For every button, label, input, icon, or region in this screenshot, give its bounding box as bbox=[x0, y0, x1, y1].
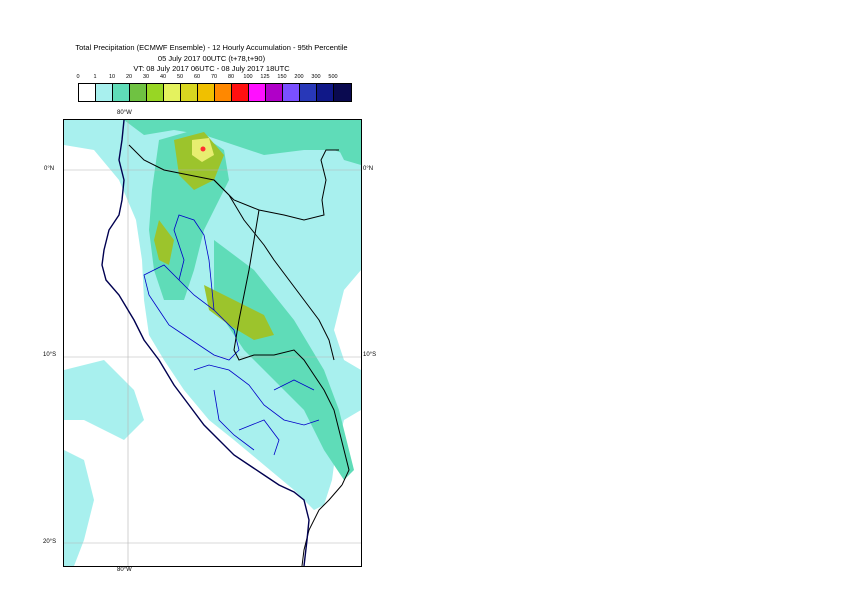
border-ecuador-colombia bbox=[128, 144, 339, 221]
longitude-label-top: 80°W bbox=[117, 110, 132, 116]
legend-swatch bbox=[79, 84, 96, 101]
latitude-label-10s-left: 10°S bbox=[43, 352, 57, 358]
legend-threshold-label: 30 bbox=[142, 74, 150, 80]
legend-swatch bbox=[215, 84, 232, 101]
legend-threshold-label: 100 bbox=[243, 74, 253, 80]
legend-threshold-label: 50 bbox=[176, 74, 184, 80]
border-peru-brazil bbox=[233, 209, 350, 486]
legend-swatch bbox=[317, 84, 334, 101]
precip-area-light-s bbox=[64, 450, 94, 566]
legend-swatch bbox=[334, 84, 351, 101]
latitude-label-0-left: 0°N bbox=[44, 166, 55, 172]
country-borders bbox=[128, 144, 350, 566]
legend-swatch bbox=[113, 84, 130, 101]
precipitation-map bbox=[63, 119, 362, 567]
precip-area-olive-c bbox=[154, 220, 174, 265]
legend-threshold-label: 0 bbox=[76, 74, 80, 80]
color-legend: 0 1 10 20 30 40 50 60 70 80 100 125 150 200 300 500 bbox=[60, 74, 360, 104]
legend-swatch bbox=[130, 84, 147, 101]
map-title: Total Precipitation (ECMWF Ensemble) - 1… bbox=[75, 43, 348, 52]
border-peru-bolivia-chile bbox=[301, 484, 343, 566]
legend-swatch bbox=[300, 84, 317, 101]
latitude-label-0-right: 0°N bbox=[363, 166, 374, 172]
region-border-6 bbox=[238, 419, 280, 456]
base-time: 05 July 2017 00UTC (t+78,t+90) bbox=[157, 54, 266, 63]
precip-light-layer bbox=[64, 120, 361, 566]
legend-swatch bbox=[147, 84, 164, 101]
graticule bbox=[64, 120, 361, 566]
precip-area-medium-n bbox=[124, 120, 361, 160]
legend-threshold-label: 200 bbox=[294, 74, 304, 80]
latitude-label-20s-left: 20°S bbox=[43, 539, 57, 545]
precip-area-medium-ne bbox=[329, 130, 361, 165]
legend-threshold-label: 500 bbox=[328, 74, 338, 80]
coastline-pacific bbox=[101, 120, 310, 566]
precip-area-light bbox=[64, 120, 361, 510]
legend-swatch bbox=[164, 84, 181, 101]
legend-swatch bbox=[249, 84, 266, 101]
legend-swatch bbox=[181, 84, 198, 101]
legend-threshold-label: 1 bbox=[93, 74, 97, 80]
legend-swatch bbox=[198, 84, 215, 101]
legend-threshold-label: 20 bbox=[125, 74, 133, 80]
coastline bbox=[101, 120, 310, 566]
valid-time: VT: 08 July 2017 06UTC - 08 July 2017 18… bbox=[133, 64, 290, 73]
legend-swatch bbox=[283, 84, 300, 101]
latitude-label-10s-right: 10°S bbox=[363, 352, 377, 358]
longitude-label-bottom: 80°W bbox=[117, 567, 132, 573]
border-peru-colombia bbox=[213, 179, 335, 361]
precip-max-cell bbox=[200, 146, 206, 152]
legend-swatch bbox=[96, 84, 113, 101]
legend-threshold-label: 40 bbox=[159, 74, 167, 80]
legend-threshold-label: 60 bbox=[193, 74, 201, 80]
legend-threshold-label: 300 bbox=[311, 74, 321, 80]
precip-area-olive-s bbox=[204, 285, 274, 340]
region-border-5 bbox=[273, 379, 315, 391]
precip-yellow-layer bbox=[192, 138, 214, 162]
legend-swatch bbox=[266, 84, 283, 101]
regional-boundaries bbox=[143, 214, 320, 456]
region-border-4 bbox=[213, 389, 255, 451]
legend-threshold-label: 150 bbox=[277, 74, 287, 80]
region-border-2 bbox=[173, 214, 215, 311]
legend-swatch bbox=[232, 84, 249, 101]
legend-bar bbox=[78, 83, 352, 102]
legend-threshold-label: 80 bbox=[227, 74, 235, 80]
region-border-1 bbox=[143, 264, 240, 361]
legend-threshold-label: 70 bbox=[210, 74, 218, 80]
legend-threshold-label: 125 bbox=[260, 74, 270, 80]
precip-area-light-sw bbox=[64, 360, 144, 440]
legend-threshold-label: 10 bbox=[108, 74, 116, 80]
region-border-3 bbox=[193, 364, 320, 426]
map-canvas bbox=[64, 120, 361, 566]
